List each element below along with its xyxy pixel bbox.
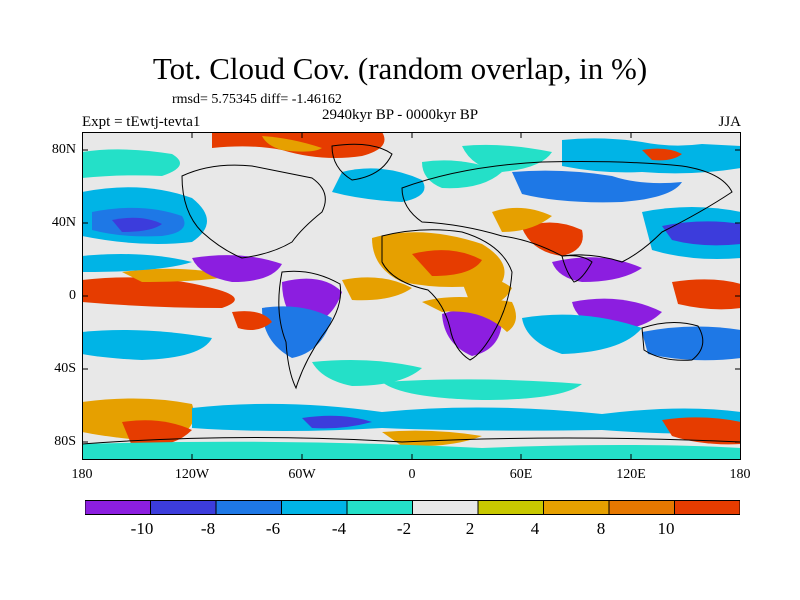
antarctic-violet-spots <box>302 415 372 429</box>
experiment-label: Expt = tEwtj-tevta1 <box>82 114 201 130</box>
southern-africa-violet <box>442 309 502 356</box>
arctic-red-spot-east <box>642 148 682 161</box>
tropical-pacific-red <box>82 277 235 308</box>
coast-antarctica <box>82 436 741 445</box>
antarctic-orange-mid <box>382 430 482 447</box>
colorbar-swatch <box>346 500 413 515</box>
lon-label-120e: 120E <box>616 467 646 482</box>
tropical-pacific-yellow <box>122 268 232 282</box>
colorbar-label: -10 <box>130 519 154 538</box>
lon-label-0: 0 <box>408 467 416 482</box>
coast-india <box>561 255 593 283</box>
lat-label-0: 0 <box>69 288 76 303</box>
lat-label-80n: 80N <box>51 142 76 157</box>
rmsd-diff-stats: rmsd= 5.75345 diff= -1.46162 <box>172 92 342 107</box>
cloud-cover-map <box>82 132 741 460</box>
coast-north-america <box>181 164 326 259</box>
caribbean-violet <box>192 255 282 282</box>
season-label: JJA <box>718 114 741 130</box>
colorbar-swatch <box>674 500 740 515</box>
coast-south-america <box>278 270 342 390</box>
lat-label-80s: 80S <box>54 434 76 449</box>
siberia-blue <box>512 170 682 203</box>
coast-eurasia <box>401 161 733 263</box>
equatorial-cyan-west <box>82 254 192 272</box>
southern-africa-orange-rim <box>422 297 516 332</box>
lon-label-60e: 60E <box>509 467 533 482</box>
lon-label-180-east: 180 <box>729 467 751 482</box>
antarctic-red-east <box>662 417 741 445</box>
india-violet <box>552 257 642 282</box>
south-pacific-cyan <box>82 330 212 360</box>
europe-cyan <box>422 160 502 189</box>
colorbar-label: 8 <box>596 519 606 538</box>
colorbar-swatch <box>477 500 544 515</box>
plot-title: Tot. Cloud Cov. (random overlap, in %) <box>152 51 648 86</box>
colorbar-swatch <box>608 500 675 515</box>
colorbar-label: 10 <box>657 519 675 538</box>
north-atlantic-cyan <box>332 168 425 202</box>
colorbar-swatch <box>281 500 348 515</box>
colorbar-label: 4 <box>530 519 540 538</box>
east-pacific-blue <box>662 221 741 246</box>
colorbar <box>85 500 740 515</box>
pacific-red-east <box>232 311 272 330</box>
lat-label-40s: 40S <box>54 361 76 376</box>
north-pacific-violet <box>112 217 162 232</box>
colorbar-swatch <box>543 500 610 515</box>
lon-label-180-west: 180 <box>71 467 93 482</box>
arabia-red <box>522 222 583 256</box>
atlantic-yellow <box>342 277 412 301</box>
colorbar-label: 2 <box>465 519 475 538</box>
west-pacific-blue <box>642 326 741 361</box>
colorbar-label: -6 <box>265 519 281 538</box>
time-range-subtitle: 2940kyr BP - 0000kyr BP <box>322 107 479 123</box>
arabia-orange <box>492 207 552 232</box>
colorbar-label: -4 <box>331 519 347 538</box>
coast-australia <box>641 322 704 361</box>
colorbar-swatch <box>412 500 479 515</box>
west-pacific-red <box>672 279 741 310</box>
colorbar-label: -2 <box>396 519 412 538</box>
southern-ocean-cyan <box>382 379 582 400</box>
arctic-teal-east <box>462 144 552 172</box>
lon-label-60w: 60W <box>288 467 316 482</box>
coast-greenland <box>331 143 393 181</box>
antarctic-bottom-cyan <box>82 441 741 460</box>
colorbar-swatch <box>85 500 151 515</box>
lon-label-120w: 120W <box>174 467 210 482</box>
colorbar-swatch <box>215 500 282 515</box>
colorbar-label: -8 <box>200 519 216 538</box>
colorbar-swatch <box>150 500 217 515</box>
arctic-yellow-patch <box>262 136 322 152</box>
sahara-red <box>412 250 482 276</box>
south-atlantic-cyan <box>312 360 422 386</box>
arctic-cyan-west <box>82 149 180 178</box>
lat-label-40n: 40N <box>51 215 76 230</box>
coast-africa <box>381 229 513 361</box>
indian-ocean-cyan <box>522 314 642 354</box>
